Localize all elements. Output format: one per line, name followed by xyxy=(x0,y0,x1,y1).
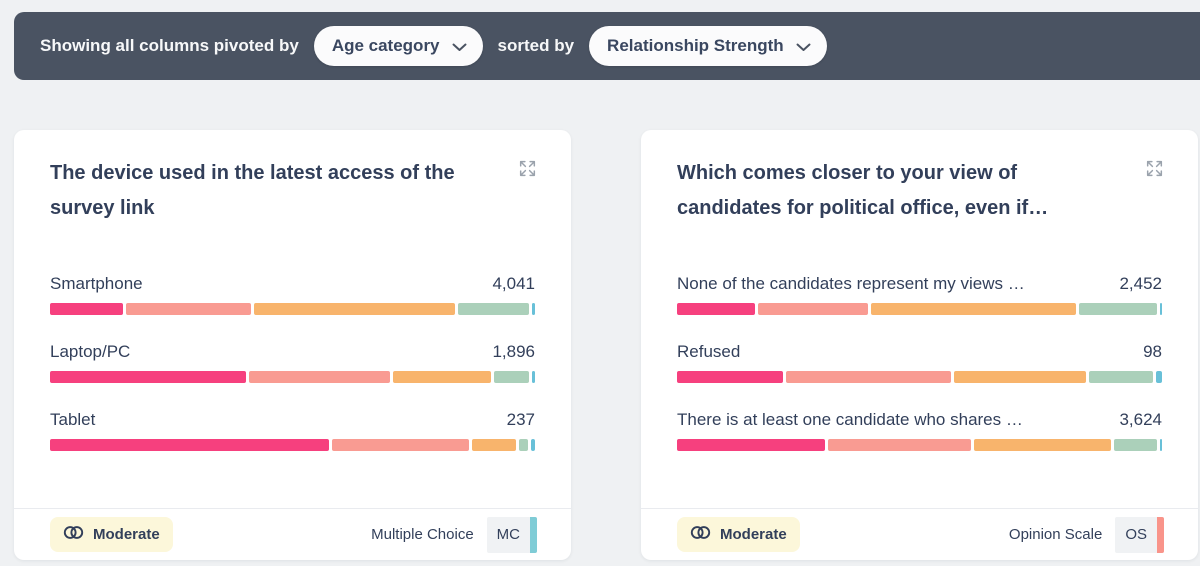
question-type-label: Opinion Scale xyxy=(1008,526,1103,543)
question-card-candidates: Which comes closer to your view of candi… xyxy=(641,130,1198,560)
link-rings-icon xyxy=(63,525,84,544)
answer-row: Refused 98 xyxy=(677,342,1162,383)
answer-count: 237 xyxy=(506,410,535,429)
bar-segment[interactable] xyxy=(126,303,251,315)
answer-rows: Smartphone 4,041 Laptop/PC 1,896 Tablet xyxy=(50,274,535,451)
link-rings-icon xyxy=(690,525,711,544)
bar-segment[interactable] xyxy=(531,439,535,451)
question-title: The device used in the latest access of … xyxy=(50,162,455,219)
bar-segment[interactable] xyxy=(50,303,124,315)
answer-label: Refused xyxy=(677,342,741,361)
sorted-by-label: sorted by xyxy=(497,36,575,55)
card-footer: Moderate Multiple Choice MC xyxy=(14,508,571,560)
stacked-bar[interactable] xyxy=(677,303,1163,315)
relationship-strength-badge[interactable]: Moderate xyxy=(677,517,800,552)
answer-label: Laptop/PC xyxy=(50,342,131,361)
bar-segment[interactable] xyxy=(677,303,755,315)
answer-count: 1,896 xyxy=(492,342,535,361)
bar-segment[interactable] xyxy=(1159,303,1163,315)
relationship-strength-badge[interactable]: Moderate xyxy=(50,517,173,552)
chevron-down-icon xyxy=(452,43,467,52)
strength-label: Moderate xyxy=(93,526,160,543)
answer-row: None of the candidates represent my view… xyxy=(677,274,1163,315)
bar-segment[interactable] xyxy=(870,303,1076,315)
bar-segment[interactable] xyxy=(785,371,952,383)
bar-segment[interactable] xyxy=(253,303,455,315)
stacked-bar[interactable] xyxy=(677,439,1163,451)
question-type: Opinion Scale OS xyxy=(1008,516,1164,553)
bar-segment[interactable] xyxy=(828,439,972,451)
bar-segment[interactable] xyxy=(472,439,516,451)
answer-label: None of the candidates represent my view… xyxy=(677,274,1025,293)
question-type-label: Multiple Choice xyxy=(371,526,474,543)
bar-segment[interactable] xyxy=(974,439,1112,451)
bar-segment[interactable] xyxy=(50,371,246,383)
sort-value: Relationship Strength xyxy=(607,36,784,55)
answer-row: There is at least one candidate who shar… xyxy=(677,410,1163,451)
answer-count: 3,624 xyxy=(1119,410,1162,429)
expand-icon[interactable] xyxy=(514,156,541,181)
bar-segment[interactable] xyxy=(457,303,529,315)
question-type-abbr: OS xyxy=(1125,526,1147,543)
question-type-abbr: MC xyxy=(496,526,520,543)
answer-count: 4,041 xyxy=(492,274,535,293)
bar-segment[interactable] xyxy=(677,371,783,383)
bar-segment[interactable] xyxy=(531,303,535,315)
answer-label: There is at least one candidate who shar… xyxy=(677,410,1023,429)
pivot-column-value: Age category xyxy=(331,36,440,55)
answer-count: 2,452 xyxy=(1119,274,1162,293)
question-card-device: The device used in the latest access of … xyxy=(14,130,571,560)
answer-rows: None of the candidates represent my view… xyxy=(677,274,1163,451)
answer-count: 98 xyxy=(1143,342,1162,361)
sort-dropdown[interactable]: Relationship Strength xyxy=(589,26,827,66)
question-type-color-bar xyxy=(530,516,537,553)
bar-segment[interactable] xyxy=(954,371,1086,383)
stacked-bar[interactable] xyxy=(50,439,535,451)
bar-segment[interactable] xyxy=(1078,303,1157,315)
expand-icon[interactable] xyxy=(1141,156,1168,181)
bar-segment[interactable] xyxy=(757,303,868,315)
pivot-prefix-label: Showing all columns pivoted by xyxy=(40,36,299,55)
bar-segment[interactable] xyxy=(518,439,529,451)
bar-segment[interactable] xyxy=(1155,371,1162,383)
card-footer: Moderate Opinion Scale OS xyxy=(641,508,1198,560)
chevron-down-icon xyxy=(796,43,811,52)
bar-segment[interactable] xyxy=(1114,439,1157,451)
question-type-tag: MC xyxy=(486,516,537,553)
answer-label: Tablet xyxy=(50,410,96,429)
answer-row: Smartphone 4,041 xyxy=(50,274,535,315)
bar-segment[interactable] xyxy=(393,371,491,383)
pivot-column-dropdown[interactable]: Age category xyxy=(313,26,483,66)
stacked-bar[interactable] xyxy=(50,303,535,315)
strength-label: Moderate xyxy=(720,526,787,543)
question-type-color-bar xyxy=(1157,516,1164,553)
bar-segment[interactable] xyxy=(248,371,391,383)
bar-segment[interactable] xyxy=(50,439,330,451)
stacked-bar[interactable] xyxy=(677,371,1162,383)
question-type-tag: OS xyxy=(1115,516,1164,553)
bar-segment[interactable] xyxy=(677,439,825,451)
stacked-bar[interactable] xyxy=(50,371,535,383)
answer-row: Laptop/PC 1,896 xyxy=(50,342,535,383)
bar-segment[interactable] xyxy=(1088,371,1153,383)
cards-row: The device used in the latest access of … xyxy=(14,130,1198,560)
bar-segment[interactable] xyxy=(332,439,470,451)
question-type: Multiple Choice MC xyxy=(371,516,537,553)
answer-label: Smartphone xyxy=(50,274,143,293)
bar-segment[interactable] xyxy=(1159,439,1163,451)
bar-segment[interactable] xyxy=(531,371,535,383)
pivot-toolbar: Showing all columns pivoted by Age categ… xyxy=(14,12,1200,80)
answer-row: Tablet 237 xyxy=(50,410,535,451)
bar-segment[interactable] xyxy=(493,371,529,383)
question-title: Which comes closer to your view of candi… xyxy=(677,162,1049,219)
